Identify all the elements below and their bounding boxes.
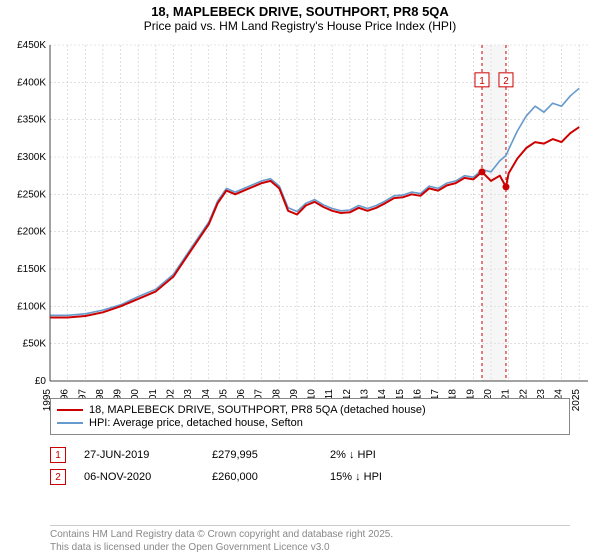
svg-text:£200K: £200K	[17, 227, 46, 238]
sales-table: 1 27-JUN-2019 £279,995 2% ↓ HPI 2 06-NOV…	[50, 444, 570, 488]
sale-delta-2: 15% ↓ HPI	[330, 471, 430, 483]
sale-date-2: 06-NOV-2020	[84, 471, 194, 483]
svg-text:£300K: £300K	[17, 152, 46, 163]
svg-text:£100K: £100K	[17, 301, 46, 312]
sale-date-1: 27-JUN-2019	[84, 449, 194, 461]
svg-text:2: 2	[503, 76, 509, 87]
svg-text:£400K: £400K	[17, 77, 46, 88]
chart-svg: £0 £50K £100K £150K £200K £250K £300K £350K £400…	[0, 39, 600, 429]
sale-price-2: £260,000	[212, 471, 312, 483]
legend-row-series2: HPI: Average price, detached house, Seft…	[57, 417, 563, 429]
svg-text:£250K: £250K	[17, 189, 46, 200]
legend-label-series1: 18, MAPLEBECK DRIVE, SOUTHPORT, PR8 5QA …	[89, 404, 426, 416]
sale-price-1: £279,995	[212, 449, 312, 461]
svg-text:£450K: £450K	[17, 40, 46, 51]
svg-text:£0: £0	[35, 376, 47, 387]
chart-title: 18, MAPLEBECK DRIVE, SOUTHPORT, PR8 5QA	[0, 0, 600, 19]
svg-text:£350K: £350K	[17, 115, 46, 126]
footer-line2: This data is licensed under the Open Gov…	[50, 542, 570, 555]
legend-label-series2: HPI: Average price, detached house, Seft…	[89, 417, 303, 429]
footer-line1: Contains HM Land Registry data © Crown c…	[50, 529, 570, 542]
sale-delta-1: 2% ↓ HPI	[330, 449, 430, 461]
legend-swatch-series1	[57, 409, 83, 411]
chart-subtitle: Price paid vs. HM Land Registry's House …	[0, 19, 600, 39]
sale-marker-2: 2	[50, 469, 66, 485]
legend-swatch-series2	[57, 422, 83, 424]
svg-text:£150K: £150K	[17, 264, 46, 275]
table-row: 2 06-NOV-2020 £260,000 15% ↓ HPI	[50, 466, 570, 488]
table-row: 1 27-JUN-2019 £279,995 2% ↓ HPI	[50, 444, 570, 466]
chart-plot: £0 £50K £100K £150K £200K £250K £300K £350K £400…	[0, 39, 600, 429]
legend-row-series1: 18, MAPLEBECK DRIVE, SOUTHPORT, PR8 5QA …	[57, 404, 563, 416]
svg-text:1: 1	[479, 76, 485, 87]
svg-text:£50K: £50K	[23, 339, 47, 350]
svg-text:2025: 2025	[571, 389, 582, 412]
sale-marker-1: 1	[50, 447, 66, 463]
legend-box: 18, MAPLEBECK DRIVE, SOUTHPORT, PR8 5QA …	[50, 398, 570, 435]
chart-container: 18, MAPLEBECK DRIVE, SOUTHPORT, PR8 5QA …	[0, 0, 600, 560]
footer-attribution: Contains HM Land Registry data © Crown c…	[50, 525, 570, 554]
